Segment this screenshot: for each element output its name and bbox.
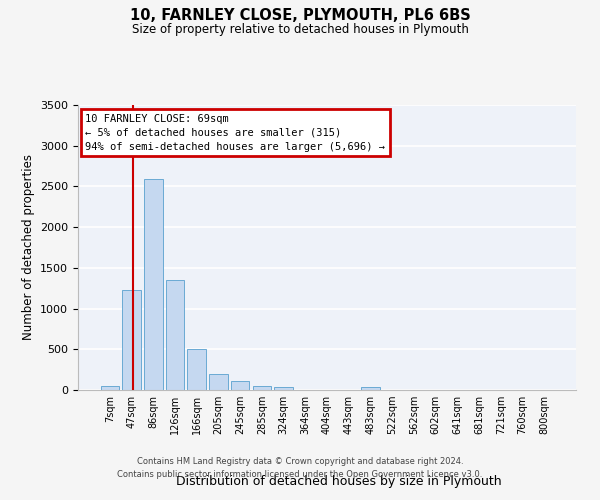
Bar [144,179,163,390]
Bar [253,386,271,390]
Bar [101,386,119,390]
Text: 10, FARNLEY CLOSE, PLYMOUTH, PL6 6BS: 10, FARNLEY CLOSE, PLYMOUTH, PL6 6BS [130,8,470,22]
Y-axis label: Number of detached properties: Number of detached properties [22,154,35,340]
Bar [361,386,380,390]
Text: Distribution of detached houses by size in Plymouth: Distribution of detached houses by size … [176,474,502,488]
Bar [166,280,184,390]
Bar [274,386,293,390]
Bar [187,350,206,390]
Bar [122,290,141,390]
Text: Contains HM Land Registry data © Crown copyright and database right 2024.
Contai: Contains HM Land Registry data © Crown c… [118,458,482,479]
Bar [231,381,250,390]
Bar [209,374,227,390]
Text: Size of property relative to detached houses in Plymouth: Size of property relative to detached ho… [131,22,469,36]
Text: 10 FARNLEY CLOSE: 69sqm
← 5% of detached houses are smaller (315)
94% of semi-de: 10 FARNLEY CLOSE: 69sqm ← 5% of detached… [85,114,385,152]
